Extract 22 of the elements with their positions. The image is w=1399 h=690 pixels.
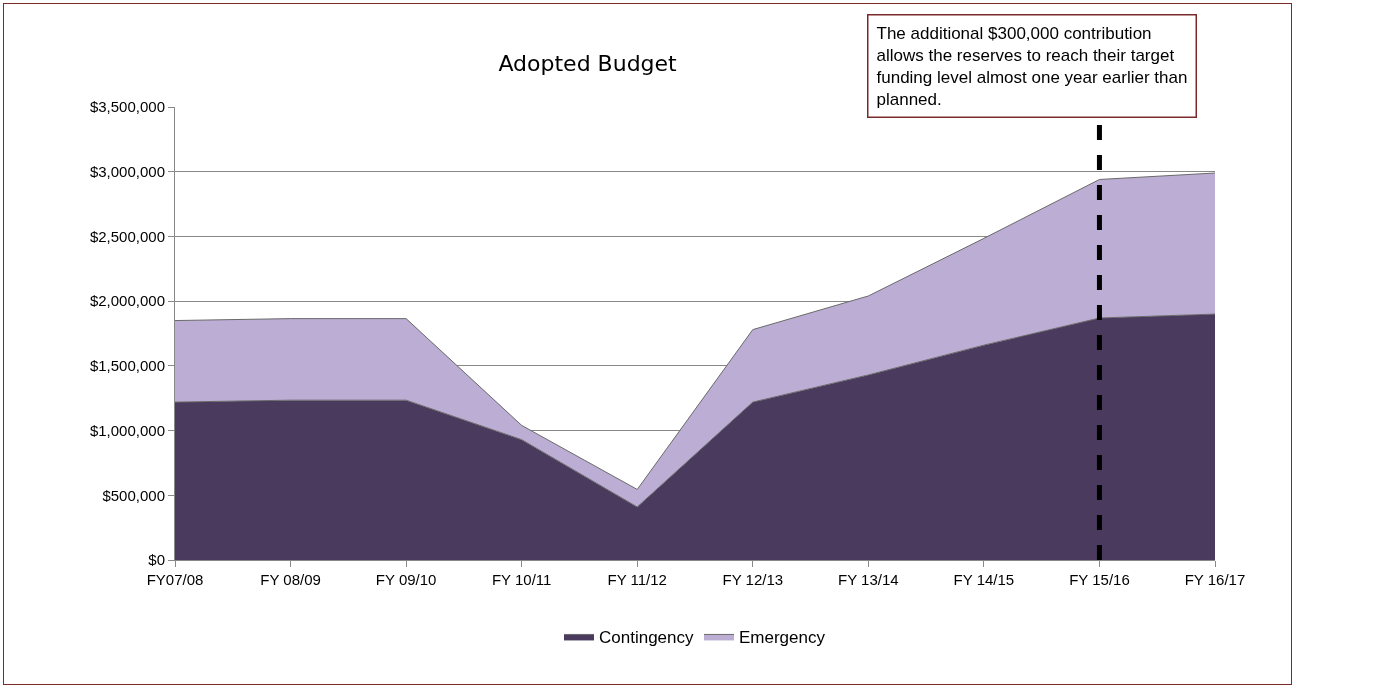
y-tick-label: $2,500,000 [89,227,165,245]
x-tick-label: FY07/08 [146,571,204,588]
y-tick-label: $3,000,000 [89,162,165,180]
y-tick-label: $3,500,000 [89,98,165,116]
annotation: The additional $300,000 contribution allows the reserves to reach their target funding level almost one year earlier than planned. [876,23,1188,109]
x-tick-label: FY 12/13 [722,571,784,588]
y-tick-label: $1,000,000 [89,421,165,439]
y-tick-label: $1,500,000 [89,357,165,375]
y-tick-label: $0 [148,551,165,569]
x-tick-label: FY 13/14 [838,571,899,588]
legend-label: Emergency [739,628,826,648]
y-tick-label: $500,000 [102,486,165,504]
x-tick-label: FY 10/11 [491,571,552,588]
x-tick-label: FY 08/09 [260,571,321,588]
y-tick-label: $2,000,000 [89,292,165,310]
x-tick-label: FY 15/16 [1069,571,1130,588]
chart-title: Adopted Budget [498,50,678,76]
legend-label: Contingency [599,628,694,648]
x-tick-label: FY 09/10 [375,571,437,588]
x-tick-label: FY 11/12 [607,571,667,588]
x-tick-label: FY 16/17 [1184,571,1246,588]
x-tick-label: FY 14/15 [953,571,1015,588]
